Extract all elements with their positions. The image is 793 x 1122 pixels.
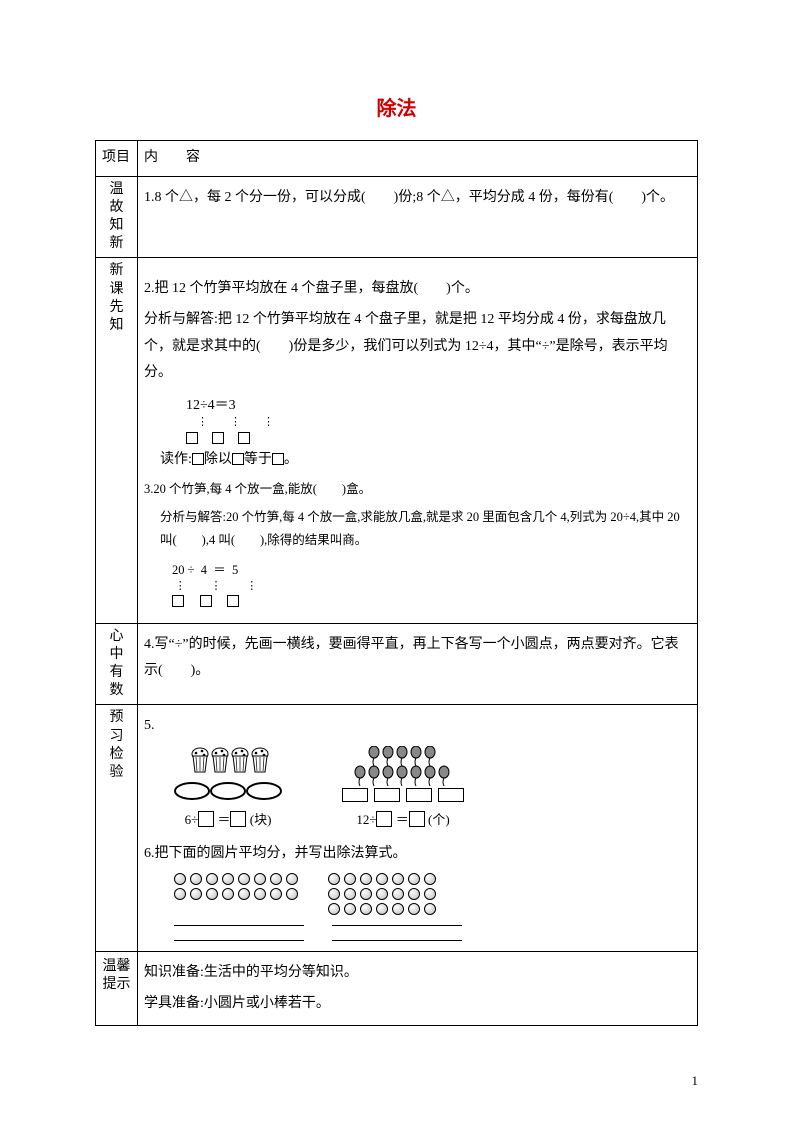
- q1-text: 1.8 个△，每 2 个分一份，可以分成( )份;8 个△，平均分成 4 份，每…: [144, 185, 691, 212]
- q6-circles: [174, 873, 691, 915]
- q6-text: 6.把下面的圆片平均分，并写出除法算式。: [144, 841, 691, 868]
- calc2-boxes: [172, 592, 691, 611]
- q5-figures: 6÷ ＝ (块): [174, 744, 691, 833]
- plates-icon: [174, 780, 282, 802]
- q6-answer-lines-1: [174, 919, 691, 926]
- page-number: 1: [692, 1069, 699, 1094]
- calc1-dots: ⋮ ⋮ ⋮: [186, 416, 691, 428]
- header-col2: 内 容: [138, 141, 698, 177]
- table-header-row: 项目 内 容: [96, 141, 698, 177]
- content-yuxijianyan: 5.: [138, 705, 698, 952]
- q6-circles-right: [328, 873, 436, 915]
- calc1-boxes: [186, 428, 691, 449]
- q4-text: 4.写“÷”的时候，先画一横线，要画得平直，再上下各写一个小圆点，两点要对齐。它…: [144, 632, 691, 685]
- content-xinkexianzhi: 2.把 12 个竹笋平均放在 4 个盘子里，每盘放( )个。 分析与解答:把 1…: [138, 258, 698, 623]
- eq-right-mid: ＝: [396, 812, 409, 827]
- calc1-line: 12÷4＝3: [186, 395, 691, 416]
- page-title: 除法: [95, 90, 698, 128]
- label-xinkexianzhi: 新课先知: [96, 258, 138, 623]
- main-table: 项目 内 容 温故知新 1.8 个△，每 2 个分一份，可以分成( )份;8 个…: [95, 140, 698, 1026]
- q5-eq-right: 12÷ ＝ (个): [356, 808, 449, 833]
- eq-left-pre: 6÷: [185, 812, 199, 827]
- row-xinzhongyoushu: 心中有数 4.写“÷”的时候，先画一横线，要画得平直，再上下各写一个小圆点，两点…: [96, 623, 698, 705]
- wx-line2: 学具准备:小圆片或小棒若干。: [144, 991, 691, 1018]
- content-wenxintishi: 知识准备:生活中的平均分等知识。 学具准备:小圆片或小棒若干。: [138, 952, 698, 1026]
- calc2-block: 20 ÷ 4 ＝ 5 ⋮ ⋮ ⋮: [172, 561, 691, 611]
- row-wenxintishi: 温馨提示 知识准备:生活中的平均分等知识。 学具准备:小圆片或小棒若干。: [96, 952, 698, 1026]
- calc1-reading: 读作:除以等于。: [160, 449, 691, 470]
- label-xinzhongyoushu: 心中有数: [96, 623, 138, 705]
- row-xinkexianzhi: 新课先知 2.把 12 个竹笋平均放在 4 个盘子里，每盘放( )个。 分析与解…: [96, 258, 698, 623]
- label-wenguzhixin: 温故知新: [96, 176, 138, 258]
- q6-circles-left: [174, 873, 298, 915]
- q5-num: 5.: [144, 713, 691, 740]
- cupcakes-icon: [183, 744, 273, 778]
- q2-line1: 2.把 12 个竹笋平均放在 4 个盘子里，每盘放( )个。: [144, 276, 691, 303]
- q3-analysis: 分析与解答:20 个竹笋,每 4 个放一盒,求能放几盒,就是求 20 里面包含几…: [144, 506, 691, 554]
- q6-answer-lines-2: [174, 934, 691, 941]
- header-col1: 项目: [96, 141, 138, 177]
- wx-line1: 知识准备:生活中的平均分等知识。: [144, 960, 691, 987]
- eq-left-mid: ＝: [217, 812, 230, 827]
- wx-label1: 温馨: [103, 959, 131, 974]
- eq-right-pre: 12÷: [356, 812, 376, 827]
- balloons-icon: [348, 746, 458, 786]
- eq-left-unit: (块): [250, 812, 272, 827]
- row-wenguzhixin: 温故知新 1.8 个△，每 2 个分一份，可以分成( )份;8 个△，平均分成 …: [96, 176, 698, 258]
- content-wenguzhixin: 1.8 个△，每 2 个分一份，可以分成( )份;8 个△，平均分成 4 份，每…: [138, 176, 698, 258]
- q5-right-fig: 12÷ ＝ (个): [342, 746, 464, 833]
- wx-label2: 提示: [103, 977, 131, 992]
- boxes-row: [342, 788, 464, 802]
- calc1-block: 12÷4＝3 ⋮ ⋮ ⋮ 读作:除以等于。: [186, 395, 691, 470]
- calc2-line: 20 ÷ 4 ＝ 5: [172, 561, 691, 580]
- calc2-dots: ⋮ ⋮ ⋮: [172, 580, 691, 592]
- label-wenxintishi: 温馨提示: [96, 952, 138, 1026]
- content-xinzhongyoushu: 4.写“÷”的时候，先画一横线，要画得平直，再上下各写一个小圆点，两点要对齐。它…: [138, 623, 698, 705]
- label-yuxijianyan: 预习检验: [96, 705, 138, 952]
- q5-eq-left: 6÷ ＝ (块): [185, 808, 272, 833]
- q3-line1: 3.20 个竹笋,每 4 个放一盒,能放( )盒。: [144, 478, 691, 502]
- eq-right-unit: (个): [428, 812, 450, 827]
- row-yuxijianyan: 预习检验 5.: [96, 705, 698, 952]
- q5-left-fig: 6÷ ＝ (块): [174, 744, 282, 833]
- q2-analysis: 分析与解答:把 12 个竹笋平均放在 4 个盘子里，就是把 12 平均分成 4 …: [144, 307, 691, 387]
